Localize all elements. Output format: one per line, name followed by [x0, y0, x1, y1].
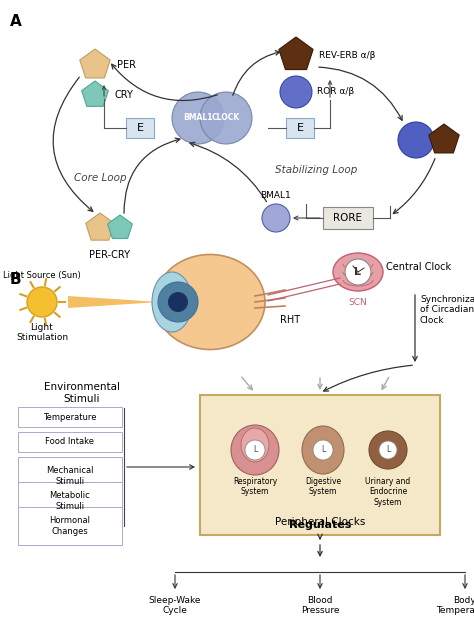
Text: L: L — [253, 446, 257, 455]
Text: Light
Stimulation: Light Stimulation — [16, 323, 68, 342]
Text: Food Intake: Food Intake — [46, 437, 94, 446]
Text: Stabilizing Loop: Stabilizing Loop — [275, 165, 357, 175]
Text: Central Clock: Central Clock — [386, 262, 451, 272]
Text: Mechanical
Stimuli: Mechanical Stimuli — [46, 466, 94, 486]
Text: PER-CRY: PER-CRY — [90, 250, 130, 260]
Text: L: L — [386, 446, 390, 455]
Text: CLOCK: CLOCK — [212, 114, 240, 123]
Text: Digestive
System: Digestive System — [305, 477, 341, 496]
Ellipse shape — [241, 428, 269, 462]
Circle shape — [280, 76, 312, 108]
Text: Urinary and
Endocrine
System: Urinary and Endocrine System — [365, 477, 410, 507]
Ellipse shape — [231, 425, 279, 475]
FancyBboxPatch shape — [18, 407, 122, 427]
Text: BMAL1: BMAL1 — [183, 114, 213, 123]
Text: L: L — [355, 267, 362, 277]
Text: Metabolic
Stimuli: Metabolic Stimuli — [50, 491, 91, 510]
Polygon shape — [82, 81, 109, 107]
Text: BMAL1: BMAL1 — [261, 191, 292, 200]
Text: RORE: RORE — [334, 213, 363, 223]
FancyBboxPatch shape — [18, 457, 122, 495]
Text: E: E — [297, 123, 303, 133]
Circle shape — [379, 441, 397, 459]
Ellipse shape — [302, 426, 344, 474]
Text: Respiratory
System: Respiratory System — [233, 477, 277, 496]
Text: Regulates: Regulates — [289, 520, 351, 530]
FancyBboxPatch shape — [323, 207, 373, 229]
Ellipse shape — [369, 431, 407, 469]
Text: A: A — [10, 14, 22, 29]
Text: B: B — [10, 272, 22, 287]
Text: REV-ERB α/β: REV-ERB α/β — [319, 51, 375, 60]
Polygon shape — [108, 215, 132, 239]
FancyBboxPatch shape — [126, 118, 154, 138]
Polygon shape — [68, 296, 160, 308]
Text: Environmental
Stimuli: Environmental Stimuli — [44, 382, 120, 404]
Circle shape — [245, 440, 265, 460]
Polygon shape — [86, 213, 114, 240]
FancyBboxPatch shape — [18, 432, 122, 452]
Ellipse shape — [333, 253, 383, 291]
Text: Peripheral Clocks: Peripheral Clocks — [275, 517, 365, 527]
Circle shape — [172, 92, 224, 144]
Text: Blood
Pressure: Blood Pressure — [301, 596, 339, 616]
Circle shape — [168, 292, 188, 312]
Text: ROR α/β: ROR α/β — [317, 87, 354, 96]
Circle shape — [345, 259, 371, 285]
Text: SCN: SCN — [348, 298, 367, 307]
Text: L: L — [321, 446, 325, 455]
Text: CRY: CRY — [115, 90, 134, 100]
Ellipse shape — [152, 272, 192, 332]
Text: Synchronization
of Circadian
Clock: Synchronization of Circadian Clock — [420, 295, 474, 325]
Circle shape — [262, 204, 290, 232]
Polygon shape — [279, 37, 313, 69]
Circle shape — [313, 440, 333, 460]
Text: Body
Temperature: Body Temperature — [436, 596, 474, 616]
Polygon shape — [80, 49, 110, 78]
Polygon shape — [429, 124, 459, 153]
FancyBboxPatch shape — [286, 118, 314, 138]
Circle shape — [27, 287, 57, 317]
Text: RHT: RHT — [280, 315, 300, 325]
FancyBboxPatch shape — [18, 507, 122, 545]
Circle shape — [158, 282, 198, 322]
Circle shape — [398, 122, 434, 158]
FancyBboxPatch shape — [200, 395, 440, 535]
Ellipse shape — [155, 254, 265, 349]
Text: Core Loop: Core Loop — [73, 173, 126, 183]
Circle shape — [200, 92, 252, 144]
FancyBboxPatch shape — [18, 482, 122, 520]
Text: E: E — [137, 123, 144, 133]
Text: Light Source (Sun): Light Source (Sun) — [3, 271, 81, 280]
Text: PER: PER — [117, 60, 136, 70]
Text: Sleep-Wake
Cycle: Sleep-Wake Cycle — [149, 596, 201, 616]
Text: Hormonal
Changes: Hormonal Changes — [49, 516, 91, 535]
Text: Temperature: Temperature — [43, 413, 97, 422]
